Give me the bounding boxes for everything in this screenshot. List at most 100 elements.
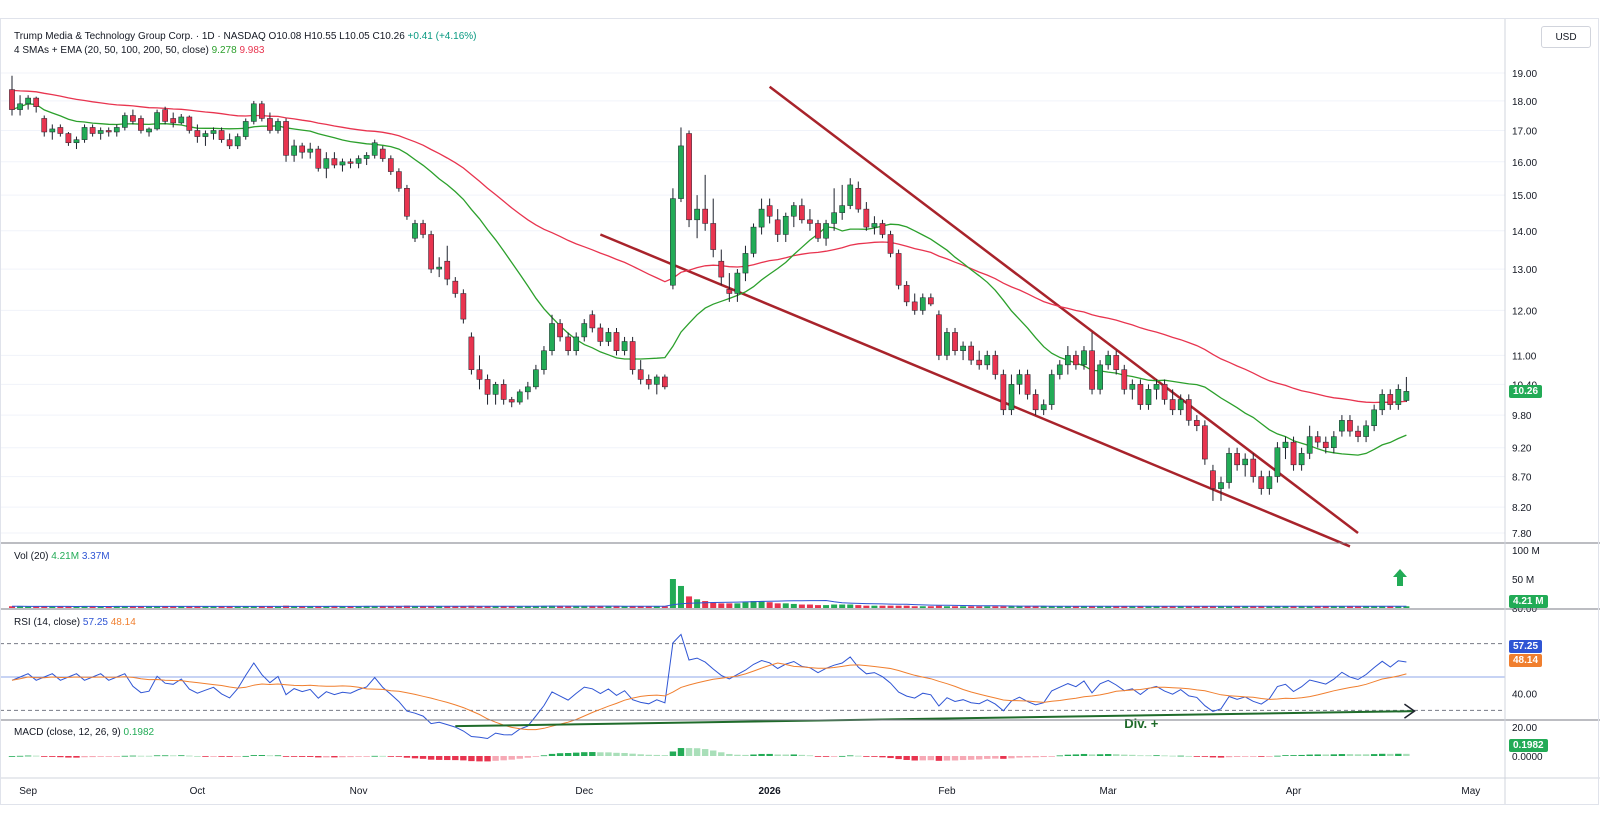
- volume-bar: [1322, 606, 1329, 608]
- macd-histogram-bar: [379, 755, 386, 757]
- ohlc-values: O10.08 H10.55 L10.05 C10.26: [268, 31, 405, 42]
- candle-body: [1306, 436, 1313, 454]
- symbol-name: Trump Media & Technology Group Corp. · 1…: [14, 31, 266, 42]
- volume-bar: [387, 606, 394, 608]
- volume-bar: [863, 605, 870, 608]
- volume-bar: [1290, 606, 1297, 608]
- sma20-value: 9.278: [211, 45, 237, 56]
- macd-histogram-bar: [41, 756, 48, 757]
- volume-bar: [549, 605, 556, 608]
- rsi-value: 57.25: [82, 617, 108, 628]
- candle-body: [508, 399, 515, 403]
- macd-histogram-bar: [1387, 753, 1394, 756]
- macd-histogram-bar: [16, 755, 24, 757]
- volume-bar: [702, 601, 709, 608]
- volume-bar: [323, 606, 330, 608]
- macd-histogram-bar: [153, 755, 161, 757]
- candle-body: [1129, 384, 1136, 390]
- volume-bar: [1218, 606, 1224, 608]
- candle-body: [895, 253, 902, 286]
- volume-bar: [1209, 606, 1216, 608]
- volume-bar: [355, 606, 362, 608]
- volume-bar: [815, 605, 821, 608]
- macd-label[interactable]: MACD (close, 12, 26, 9) 0.1982: [14, 727, 154, 738]
- candle-body: [1274, 447, 1281, 477]
- candle-body: [1234, 453, 1240, 466]
- volume-bar: [1306, 606, 1313, 608]
- volume-bar: [17, 606, 24, 608]
- candle-body: [259, 103, 265, 119]
- indicator-header[interactable]: 4 SMAs + EMA (20, 50, 100, 200, 50, clos…: [14, 45, 264, 56]
- candle-body: [1210, 470, 1216, 489]
- macd-histogram-bar: [814, 756, 822, 757]
- candle-body: [653, 376, 660, 385]
- price-axis: 19.00 18.00 17.00 16.00 15.00 14.00 13.00 12.00…: [1512, 69, 1537, 540]
- macd-histogram-bar: [468, 756, 475, 762]
- macd-histogram-bar: [1072, 754, 1080, 756]
- volume-bar: [1355, 606, 1362, 608]
- rsi-title: RSI (14, close): [14, 617, 81, 628]
- macd-histogram-bar: [282, 756, 290, 757]
- volume-bar: [347, 606, 354, 608]
- candle-body: [541, 350, 547, 370]
- candle-body: [323, 158, 330, 169]
- macd-histogram-bar: [774, 754, 781, 756]
- volume-bar: [468, 605, 475, 608]
- rsi-label[interactable]: RSI (14, close) 57.25 48.14: [14, 617, 136, 628]
- macd-histogram-bar: [677, 748, 685, 756]
- candle-body: [1097, 364, 1103, 390]
- volume-average-line: [12, 599, 1407, 608]
- time-axis-label: Feb: [938, 786, 956, 797]
- macd-histogram-bar: [927, 756, 935, 761]
- volume-bar: [919, 606, 926, 608]
- candle-body: [524, 386, 531, 393]
- candle-body: [387, 158, 394, 172]
- volume-bar: [984, 606, 991, 608]
- candle-body: [903, 284, 910, 303]
- candle-body: [1137, 384, 1144, 405]
- macd-histogram-bar: [701, 749, 709, 756]
- macd-histogram-bar: [65, 756, 72, 758]
- macd-histogram-bar: [1145, 755, 1152, 757]
- volume-bar: [1080, 606, 1087, 608]
- candle-body: [428, 234, 434, 270]
- currency-button[interactable]: USD: [1541, 26, 1591, 48]
- macd-histogram-bar: [250, 755, 257, 756]
- macd-histogram-bar: [855, 755, 862, 757]
- macd-histogram-bar: [556, 753, 564, 756]
- candle-body: [178, 116, 185, 124]
- candle-body: [1185, 399, 1192, 421]
- candle-body: [1266, 476, 1273, 489]
- candle-body: [89, 127, 96, 134]
- candle-body: [1314, 436, 1321, 443]
- candle-body: [734, 272, 741, 294]
- candle-body: [484, 379, 491, 395]
- macd-histogram-bar: [806, 755, 814, 757]
- volume-label[interactable]: Vol (20) 4.21M 3.37M: [14, 551, 110, 562]
- candle-body: [81, 127, 88, 140]
- candle-body: [1024, 374, 1031, 395]
- volume-pane: 100 M 50 M: [9, 546, 1540, 608]
- volume-bar: [637, 606, 644, 608]
- volume-bar: [49, 606, 56, 608]
- volume-bar: [65, 606, 72, 608]
- candle-body: [573, 336, 580, 351]
- price-tick-label: 7.80: [1512, 529, 1532, 540]
- candle-body: [960, 345, 966, 351]
- macd-histogram-bar: [532, 756, 540, 757]
- volume-bar: [162, 606, 169, 608]
- macd-histogram-bar: [726, 753, 733, 756]
- candle-body: [758, 208, 765, 228]
- volume-bar: [1346, 606, 1353, 608]
- macd-histogram-bar: [1362, 754, 1370, 756]
- candle-body: [936, 314, 942, 356]
- macd-histogram-bar: [879, 756, 886, 758]
- volume-bar: [234, 606, 241, 608]
- volume-bar: [500, 606, 507, 608]
- macd-histogram-bar: [315, 756, 322, 758]
- macd-histogram-bar: [1088, 754, 1096, 756]
- candle-body: [1169, 399, 1176, 411]
- volume-bar: [943, 606, 950, 608]
- candle-body: [9, 89, 15, 110]
- upper-trendline: [768, 85, 1359, 534]
